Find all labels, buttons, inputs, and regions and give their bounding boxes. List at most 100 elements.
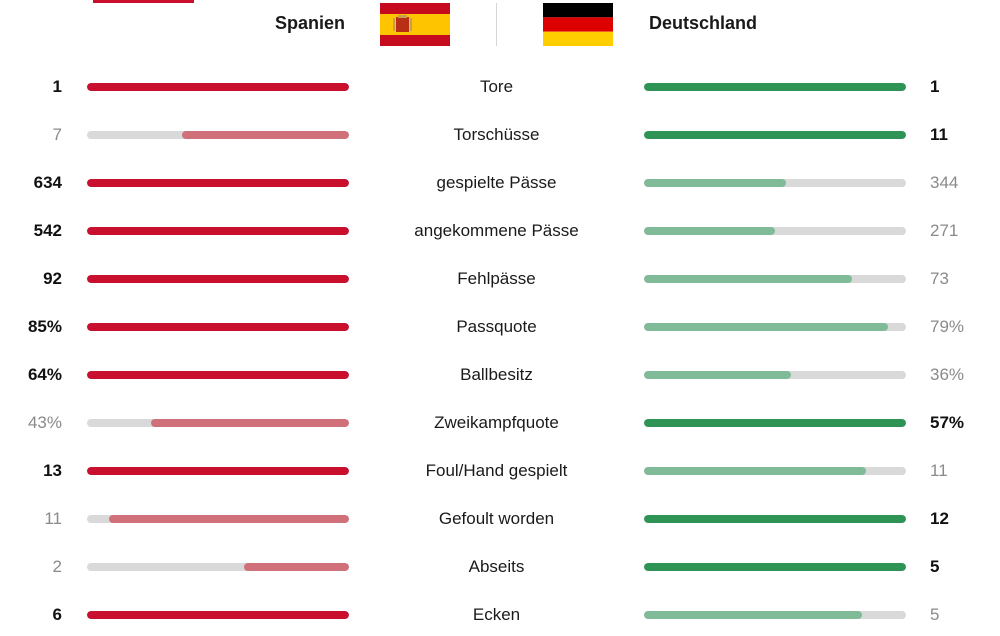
team-b-bar bbox=[644, 419, 906, 427]
team-a-bar-track bbox=[87, 227, 349, 235]
stat-row: 43% Zweikampfquote 57% bbox=[0, 409, 1000, 439]
team-b-value: 5 bbox=[930, 557, 940, 576]
team-b-bar bbox=[644, 227, 775, 235]
team-b-bar-track bbox=[644, 227, 906, 235]
stat-label: Tore bbox=[479, 77, 514, 96]
stat-label: gespielte Pässe bbox=[436, 173, 557, 192]
team-a-value: 85% bbox=[27, 317, 62, 336]
team-b-bar-track bbox=[644, 515, 906, 523]
team-a-bar bbox=[87, 227, 349, 235]
team-a-value: 542 bbox=[33, 221, 62, 240]
stat-row: 85% Passquote 79% bbox=[0, 313, 1000, 343]
team-a-value: 64% bbox=[27, 365, 62, 384]
team-a-bar bbox=[87, 371, 349, 379]
team-b-bar bbox=[644, 467, 866, 475]
team-b-value: 1 bbox=[930, 77, 940, 96]
stat-row: 13 Foul/Hand gespielt 11 bbox=[0, 457, 1000, 487]
team-a-bar-track bbox=[87, 131, 349, 139]
team-a-bar bbox=[87, 83, 349, 91]
team-a-bar bbox=[87, 179, 349, 187]
team-b-value: 73 bbox=[930, 269, 949, 288]
stat-row: 64% Ballbesitz 36% bbox=[0, 361, 1000, 391]
team-b-value: 57% bbox=[930, 413, 965, 432]
stat-label: Foul/Hand gespielt bbox=[425, 461, 568, 480]
team-b-bar-track bbox=[644, 323, 906, 331]
stat-label: Ecken bbox=[472, 605, 521, 624]
team-b-value: 344 bbox=[930, 173, 959, 192]
germany-flag-icon bbox=[543, 3, 613, 46]
team-a-bar-track bbox=[87, 515, 349, 523]
team-b-bar-track bbox=[644, 467, 906, 475]
team-a-bar bbox=[108, 515, 349, 523]
stat-row: 6 Ecken 5 bbox=[0, 601, 1000, 631]
team-b-bar bbox=[644, 83, 906, 91]
team-a-bar bbox=[151, 419, 349, 427]
header-divider bbox=[496, 3, 497, 46]
team-a-value: 13 bbox=[43, 461, 62, 480]
team-a-bar-track bbox=[87, 275, 349, 283]
team-b-bar bbox=[644, 515, 906, 523]
team-a-bar-track bbox=[87, 323, 349, 331]
team-b-value: 79% bbox=[930, 317, 965, 336]
stat-label: Ballbesitz bbox=[460, 365, 533, 384]
team-b-bar bbox=[644, 275, 852, 283]
stat-label: Abseits bbox=[468, 557, 525, 576]
stat-label: angekommene Pässe bbox=[414, 221, 579, 240]
stat-row: 542 angekommene Pässe 271 bbox=[0, 217, 1000, 247]
team-b-value: 11 bbox=[930, 461, 948, 480]
spain-flag-icon bbox=[380, 3, 450, 46]
team-a-value: 7 bbox=[52, 125, 62, 144]
team-b-bar-track bbox=[644, 611, 906, 619]
team-b-bar-track bbox=[644, 371, 906, 379]
team-a-bar-track bbox=[87, 83, 349, 91]
team-a-bar bbox=[244, 563, 349, 571]
team-a-value: 1 bbox=[52, 77, 62, 96]
team-a-bar-track bbox=[87, 179, 349, 187]
stat-label: Fehlpässe bbox=[457, 269, 536, 288]
stat-label: Passquote bbox=[456, 317, 537, 336]
team-b-bar-track bbox=[644, 419, 906, 427]
team-a-bar bbox=[87, 611, 349, 619]
team-b-bar-track bbox=[644, 275, 906, 283]
team-b-value: 271 bbox=[930, 221, 959, 240]
top-accent-bar bbox=[93, 0, 194, 3]
team-b-value: 11 bbox=[930, 125, 948, 144]
team-b-bar-track bbox=[644, 563, 906, 571]
stat-row: 11 Gefoult worden 12 bbox=[0, 505, 1000, 535]
team-a-value: 634 bbox=[33, 173, 62, 192]
team-b-value: 5 bbox=[930, 605, 940, 624]
stat-row: 634 gespielte Pässe 344 bbox=[0, 169, 1000, 199]
team-a-name: Spanien bbox=[274, 13, 345, 33]
team-b-bar-track bbox=[644, 83, 906, 91]
team-b-bar bbox=[644, 323, 888, 331]
team-a-bar-track bbox=[87, 467, 349, 475]
stat-label: Gefoult worden bbox=[438, 509, 555, 528]
team-a-bar bbox=[87, 275, 349, 283]
team-b-name: Deutschland bbox=[649, 13, 758, 33]
team-b-bar bbox=[644, 179, 787, 187]
team-b-bar bbox=[644, 371, 792, 379]
team-b-bar bbox=[644, 563, 906, 571]
stat-row: 7 Torschüsse 11 bbox=[0, 121, 1000, 151]
stat-row: 92 Fehlpässe 73 bbox=[0, 265, 1000, 295]
team-b-bar-track bbox=[644, 179, 906, 187]
team-a-value: 11 bbox=[44, 509, 62, 528]
team-a-bar-track bbox=[87, 611, 349, 619]
team-b-value: 36% bbox=[930, 365, 965, 384]
team-b-value: 12 bbox=[930, 509, 949, 528]
team-a-bar bbox=[182, 131, 349, 139]
team-b-bar bbox=[644, 131, 906, 139]
team-a-value: 2 bbox=[52, 557, 62, 576]
team-b-bar bbox=[644, 611, 863, 619]
team-a-bar-track bbox=[87, 371, 349, 379]
stat-label: Torschüsse bbox=[453, 125, 540, 144]
team-a-bar-track bbox=[87, 419, 349, 427]
team-a-bar bbox=[87, 467, 349, 475]
team-a-bar-track bbox=[87, 563, 349, 571]
team-a-bar bbox=[87, 323, 349, 331]
team-a-value: 6 bbox=[52, 605, 62, 624]
team-a-value: 43% bbox=[27, 413, 62, 432]
team-a-value: 92 bbox=[43, 269, 62, 288]
stat-row: 2 Abseits 5 bbox=[0, 553, 1000, 583]
stat-row: 1 Tore 1 bbox=[0, 73, 1000, 103]
